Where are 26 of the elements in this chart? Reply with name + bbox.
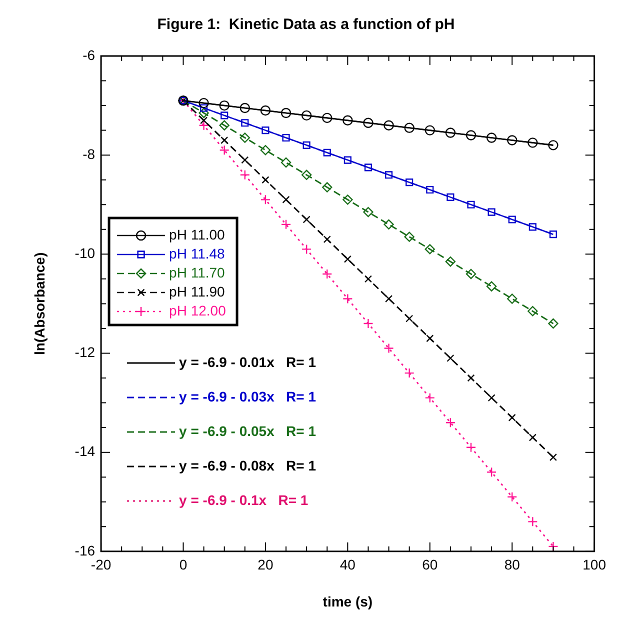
- x-tick-label: 80: [504, 556, 520, 573]
- legend-label: pH 12.00: [169, 302, 226, 318]
- y-tick-label: -14: [74, 443, 96, 460]
- y-tick-label: -6: [82, 46, 96, 63]
- legend-label: pH 11.70: [169, 264, 226, 280]
- legend-label: pH 11.48: [169, 245, 226, 262]
- x-tick-label: 40: [340, 556, 356, 573]
- legend-label: y = -6.9 - 0.01x R= 1: [179, 354, 316, 370]
- y-axis-title: ln(Absorbance): [31, 252, 48, 356]
- chart-title: Figure 1: Kinetic Data as a function of pH: [157, 16, 455, 34]
- x-tick-label: 20: [258, 556, 274, 573]
- legend-label: y = -6.9 - 0.05x R= 1: [179, 422, 316, 439]
- x-tick-label: 0: [179, 556, 188, 573]
- legend-label: pH 11.00: [169, 226, 226, 242]
- x-axis-title: time (s): [322, 593, 373, 610]
- y-tick-label: -12: [74, 344, 96, 360]
- x-tick-label: 60: [422, 556, 438, 573]
- y-tick-label: -10: [74, 245, 96, 262]
- x-tick-label: -20: [90, 556, 112, 573]
- legend-label: y = -6.9 - 0.03x R= 1: [179, 388, 316, 404]
- legend-label: pH 11.90: [169, 283, 226, 300]
- legend-label: y = -6.9 - 0.1x R= 1: [179, 492, 308, 508]
- y-tick-label: -16: [74, 542, 96, 558]
- y-tick-label: -8: [82, 146, 96, 162]
- legend-label: y = -6.9 - 0.08x R= 1: [179, 457, 316, 474]
- x-tick-label: 100: [582, 556, 606, 573]
